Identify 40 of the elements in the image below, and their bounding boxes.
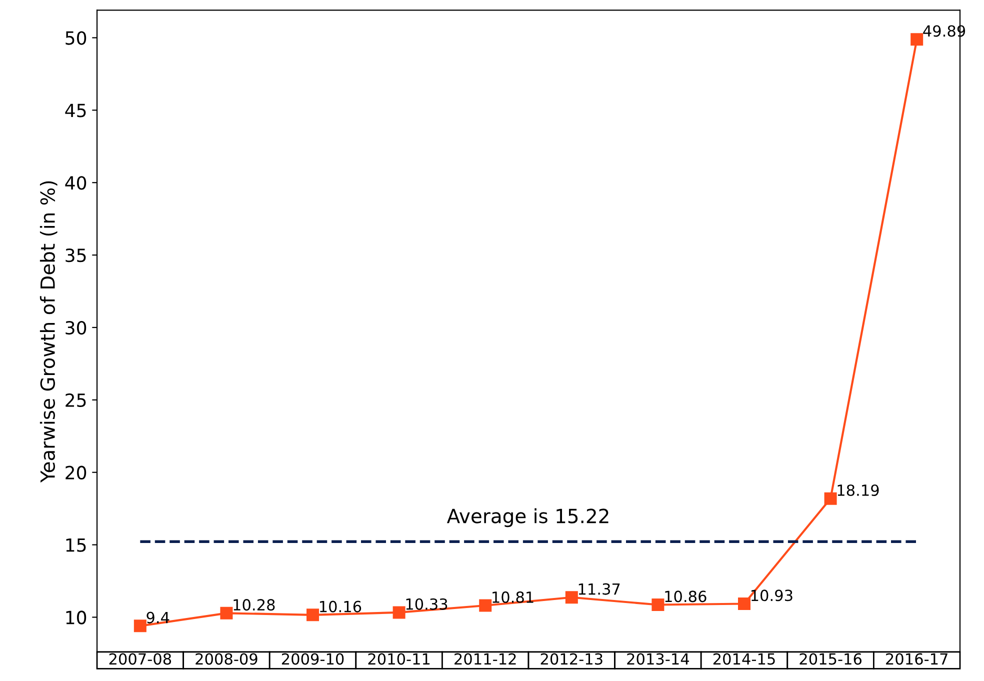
- data-label: 11.37: [578, 583, 620, 595]
- data-label: 10.33: [406, 598, 448, 610]
- y-tick-label: 35: [66, 248, 86, 262]
- point: [306, 608, 320, 622]
- x-tick-label: 2015-16: [800, 653, 862, 665]
- point: [652, 598, 664, 612]
- y-tick-label: 45: [65, 104, 86, 118]
- x-tick-label: 2012-13: [540, 653, 602, 665]
- data-label: 18.19: [838, 484, 879, 496]
- point: [479, 599, 492, 612]
- x-tick-label: 2011-12: [454, 653, 516, 665]
- ref-line-label: Average is 15.22: [446, 508, 608, 528]
- x-tick-label: 2008-09: [196, 653, 258, 665]
- x-tick-label: 2016-17: [886, 653, 948, 665]
- y-tick-label: 15: [66, 538, 86, 552]
- point: [738, 597, 750, 610]
- x-tick-label: 2014-15: [713, 653, 775, 665]
- data-label: 10.93: [751, 590, 792, 602]
- y-tick-label: 25: [66, 393, 86, 408]
- y-tick-label: 20: [66, 466, 86, 480]
- data-label: 10.86: [665, 590, 706, 602]
- point: [392, 606, 406, 619]
- y-tick-label: 40: [65, 176, 86, 190]
- point: [220, 606, 233, 620]
- data-label: 10.28: [234, 599, 275, 611]
- x-tick-label: 2010-11: [368, 653, 430, 665]
- data-label: 9.4: [146, 612, 170, 624]
- data-label: 10.81: [492, 591, 534, 603]
- y-axis-title: Yearwise Growth of Debt (in %): [40, 181, 58, 483]
- point: [565, 591, 578, 604]
- point: [824, 492, 837, 505]
- y-tick-label: 10: [66, 610, 86, 624]
- point: [910, 33, 924, 46]
- x-tick-label: 2007-08: [109, 653, 172, 665]
- data-label: 10.16: [320, 600, 362, 612]
- y-tick-label: 30: [66, 320, 86, 335]
- x-tick-label: 2013-14: [627, 653, 690, 665]
- y-tick-label: 50: [66, 31, 86, 45]
- point: [134, 620, 146, 632]
- x-tick-label: 2009-10: [282, 653, 344, 665]
